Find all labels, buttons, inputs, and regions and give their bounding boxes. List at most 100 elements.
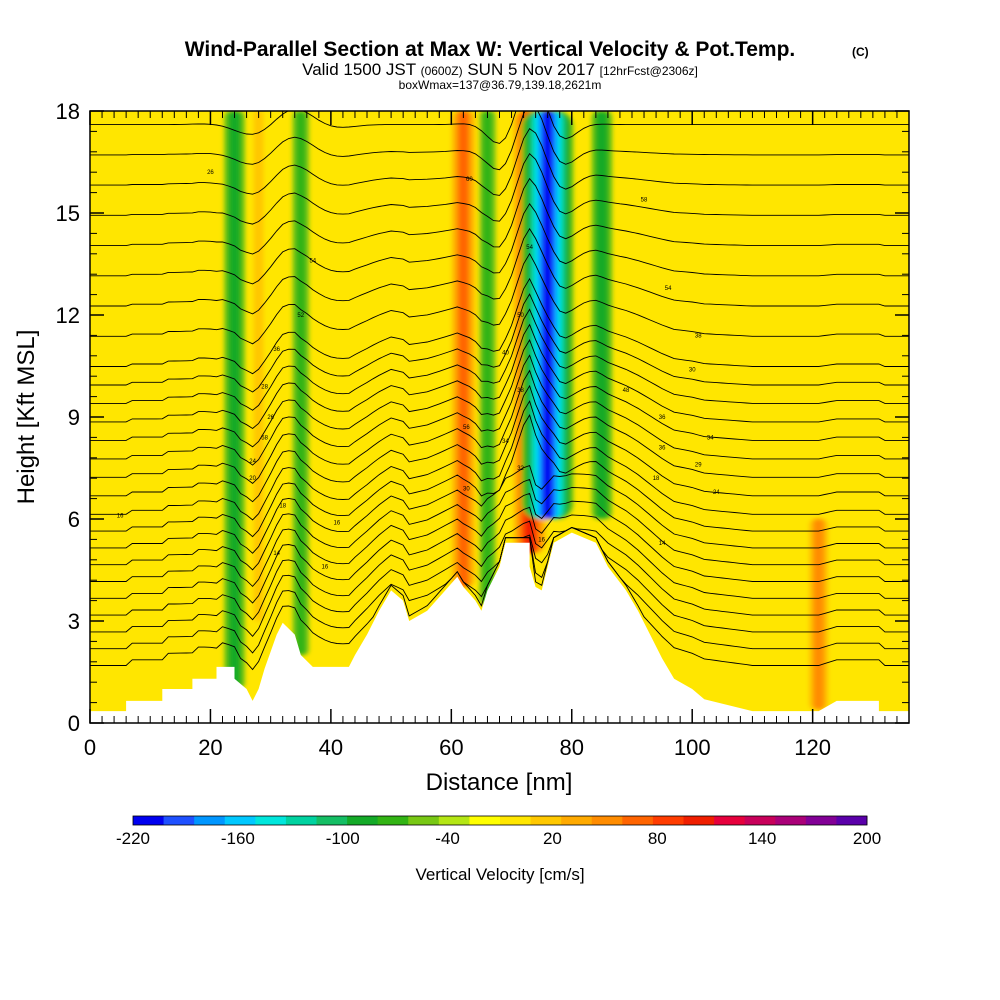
contour-label: 30 xyxy=(463,486,470,492)
contour-label: 58 xyxy=(641,197,648,203)
contour-label: 60 xyxy=(466,177,473,183)
chart-subtitle: Valid 1500 JST (0600Z) SUN 5 Nov 2017 [1… xyxy=(302,60,698,79)
colorbar-swatch xyxy=(408,816,440,825)
colorbar-swatch xyxy=(805,816,837,825)
contour-label: 54 xyxy=(526,245,533,251)
contour-label: 18 xyxy=(279,503,286,509)
contour-label: 40 xyxy=(502,350,509,356)
theta-contour xyxy=(90,492,909,588)
x-tick-label: 100 xyxy=(674,735,711,760)
colorbar-tick-label: -220 xyxy=(116,829,150,848)
colorbar-swatch xyxy=(255,816,287,825)
colorbar-swatch xyxy=(622,816,654,825)
contour-label: 32 xyxy=(517,466,524,472)
x-axis-ticks: 0 20 40 60 80 100 120 xyxy=(84,111,831,760)
contour-label: 24 xyxy=(713,490,720,496)
contour-label: 34 xyxy=(502,439,509,445)
colorbar-swatch xyxy=(714,816,746,825)
velocity-field xyxy=(223,111,832,710)
colorbar-swatch xyxy=(347,816,379,825)
subtitle-zulu: (0600Z) xyxy=(421,64,463,78)
colorbar-tick-label: -40 xyxy=(435,829,460,848)
velocity-band-8 xyxy=(814,519,823,710)
contour-label: 20 xyxy=(249,476,256,482)
velocity-band-4 xyxy=(482,111,493,604)
contour-labels: 26 60 58 54 54 54 52 50 38 36 40 30 28 38 48 26 36 56 34 58… xyxy=(117,170,721,570)
velocity-band-1 xyxy=(253,111,264,621)
colorbar-swatch xyxy=(561,816,593,825)
plot-area: 26 60 58 54 54 54 52 50 38 36 40 30 28 38 48 26 36 56 34 58… xyxy=(90,111,909,723)
colorbar: -220 -160 -100 -40 20 80 140 200 xyxy=(116,815,881,848)
chart-title-group: Wind-Parallel Section at Max W: Vertical… xyxy=(185,38,869,92)
colorbar-swatch xyxy=(775,816,807,825)
colorbar-tick-label: 200 xyxy=(853,829,881,848)
contour-label: 28 xyxy=(261,384,268,390)
colorbar-swatch xyxy=(744,816,776,825)
theta-contour xyxy=(90,293,909,393)
x-axis-label: Distance [nm] xyxy=(426,769,573,796)
contour-label: 16 xyxy=(334,520,341,526)
contour-label: 36 xyxy=(659,446,666,452)
contour-label: 48 xyxy=(623,388,630,394)
colorbar-swatch xyxy=(652,816,684,825)
velocity-band-0 xyxy=(229,111,240,689)
contour-label: 50 xyxy=(517,313,524,319)
colorbar-tick-label: -100 xyxy=(326,829,360,848)
theta-contour xyxy=(90,252,909,345)
theta-contour xyxy=(90,128,909,196)
subtitle-date: SUN 5 Nov 2017 xyxy=(463,60,600,79)
theta-contour xyxy=(90,202,909,285)
y-tick-label: 3 xyxy=(68,609,80,634)
velocity-band-7 xyxy=(597,111,607,519)
contour-label: 26 xyxy=(267,415,274,421)
y-tick-label: 15 xyxy=(56,201,80,226)
colorbar-swatch xyxy=(285,816,317,825)
colorbar-swatch xyxy=(377,816,409,825)
theta-contour xyxy=(90,177,909,255)
y-tick-label: 18 xyxy=(56,99,80,124)
colorbar-swatch xyxy=(438,816,470,825)
velocity-band-2 xyxy=(295,111,306,655)
theta-contour xyxy=(90,478,909,571)
theta-contours xyxy=(90,111,909,671)
theta-contour xyxy=(90,227,909,315)
y-tick-label: 9 xyxy=(68,405,80,430)
contour-label: 52 xyxy=(297,313,304,319)
contour-label: 30 xyxy=(689,367,696,373)
x-tick-label: 80 xyxy=(560,735,584,760)
colorbar-swatch xyxy=(836,816,868,825)
minor-ticks xyxy=(90,111,909,723)
contour-label: 38 xyxy=(517,388,524,394)
subtitle-forecast: [12hrFcst@2306z] xyxy=(600,64,698,78)
contour-label: 58 xyxy=(261,435,268,441)
contour-label: 24 xyxy=(249,459,256,465)
contour-label: 54 xyxy=(665,286,672,292)
copyright-mark: (C) xyxy=(852,45,869,59)
theta-contour xyxy=(90,111,909,171)
theta-contour xyxy=(90,369,909,484)
y-tick-label: 12 xyxy=(56,303,80,328)
contour-label: 54 xyxy=(309,259,316,265)
theta-contour xyxy=(90,384,909,503)
contour-label: 14 xyxy=(659,541,666,547)
y-tick-label: 6 xyxy=(68,507,80,532)
theta-contour xyxy=(90,308,909,411)
colorbar-swatch xyxy=(133,816,164,825)
contour-label: 38 xyxy=(695,333,702,339)
contour-label: 56 xyxy=(463,425,470,431)
colorbar-tick-label: -160 xyxy=(221,829,255,848)
theta-contour xyxy=(90,527,909,637)
y-axis-label: Height [Kft MSL] xyxy=(13,330,40,505)
contour-label: 14 xyxy=(273,551,280,557)
theta-contour xyxy=(90,413,909,538)
theta-contour xyxy=(90,354,909,466)
colorbar-swatch xyxy=(224,816,256,825)
colorbar-swatch xyxy=(316,816,348,825)
contour-label: 16 xyxy=(322,565,329,571)
x-tick-label: 0 xyxy=(84,735,96,760)
colorbar-tick-label: 20 xyxy=(543,829,562,848)
velocity-band-6 xyxy=(543,111,552,519)
colorbar-swatch xyxy=(163,816,195,825)
